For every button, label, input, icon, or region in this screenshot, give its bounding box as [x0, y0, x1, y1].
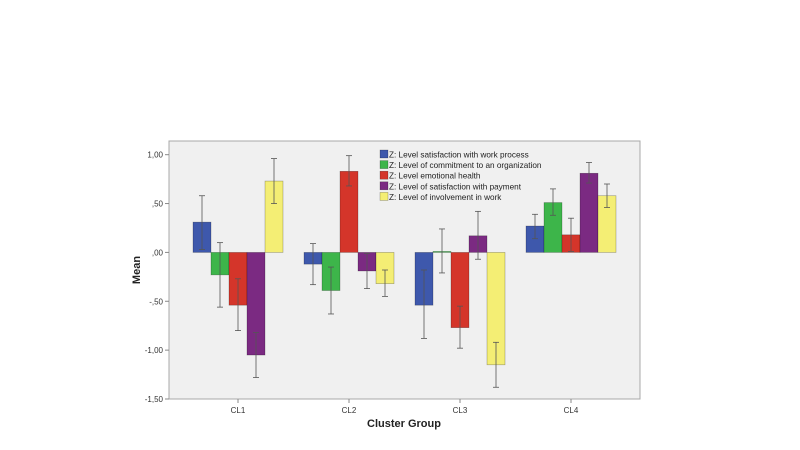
legend-swatch	[379, 181, 389, 191]
x-axis: CL1 CL2 CL3 CL4	[231, 399, 579, 415]
legend-label: Z: Level of involvement in work	[389, 193, 502, 202]
bar-cl4-series-4	[579, 172, 599, 253]
y-tick-label: ,50	[152, 200, 164, 209]
x-tick-label: CL3	[453, 406, 468, 415]
y-tick-label: -,50	[149, 297, 163, 306]
legend-label: Z: Level of commitment to an organizatio…	[389, 161, 542, 170]
legend-label: Z: Level satisfaction with work process	[389, 151, 529, 160]
x-tick-label: CL2	[342, 406, 357, 415]
y-tick-label: -1,00	[145, 346, 164, 355]
error-bars	[199, 155, 610, 388]
x-axis-title: Cluster Group	[367, 418, 441, 430]
y-axis: 1,00 ,50 ,00 -,50 -1,00 -1,50	[145, 151, 169, 404]
y-tick-label: ,00	[152, 248, 164, 257]
legend: Z: Level satisfaction with work processZ…	[379, 149, 542, 202]
legend-label: Z: Level of satisfaction with payment	[389, 182, 522, 191]
x-tick-label: CL4	[564, 406, 579, 415]
y-axis-title: Mean	[131, 256, 143, 284]
legend-label: Z: Level emotional health	[389, 172, 481, 181]
y-tick-label: 1,00	[147, 151, 163, 160]
legend-swatch	[379, 192, 389, 201]
y-tick-label: -1,50	[145, 395, 164, 404]
legend-swatch	[379, 170, 389, 180]
x-tick-label: CL1	[231, 406, 246, 415]
legend-swatch	[379, 149, 389, 159]
legend-swatch	[379, 160, 389, 169]
